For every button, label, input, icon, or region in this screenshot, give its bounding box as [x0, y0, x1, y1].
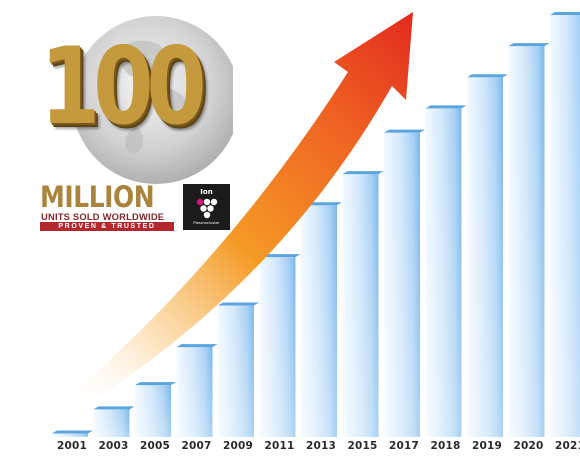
x-tick-label: 2003 — [98, 440, 129, 452]
x-tick-label: 2020 — [513, 440, 544, 452]
bar-2013 — [301, 202, 342, 437]
bar-2019 — [467, 74, 508, 437]
x-tick-label: 2019 — [471, 440, 503, 452]
bar-2003 — [93, 406, 135, 437]
growth-arrow-group — [62, 12, 413, 412]
bar-2015 — [342, 171, 384, 438]
bar-2009 — [218, 302, 259, 437]
bar-2001 — [52, 430, 93, 437]
bar-top — [550, 12, 580, 15]
bars-group — [52, 12, 580, 438]
bar-top — [135, 382, 176, 386]
bar-shade — [52, 433, 88, 437]
bar-shade — [550, 15, 580, 437]
bar-2021 — [550, 12, 580, 437]
bar-shade — [425, 108, 462, 438]
x-tick-label: 2007 — [181, 440, 212, 452]
bar-top — [93, 406, 135, 410]
bar-top — [425, 105, 467, 109]
x-tick-label: 2013 — [305, 440, 337, 452]
badge-units-line: UNITS SOLD WORLDWIDE — [41, 211, 165, 222]
bar-2017 — [384, 129, 425, 437]
bar-2005 — [135, 382, 176, 437]
bar-top — [176, 344, 218, 348]
grape-cluster-icon — [196, 198, 218, 219]
bar-shade — [467, 77, 503, 437]
bar-top — [508, 43, 550, 47]
globe-icon — [72, 16, 233, 184]
bar-shade — [218, 305, 254, 437]
x-tick-label: 2011 — [264, 440, 295, 452]
bar-shade — [508, 46, 545, 437]
plasmacluster-logo: Ion Plasmacluster — [183, 184, 230, 230]
x-tick-label: 2017 — [388, 440, 420, 452]
bar-shade — [135, 385, 171, 437]
logo-word: Ion — [200, 188, 213, 196]
badge-number: 100 — [40, 25, 207, 148]
bar-top — [342, 171, 384, 175]
x-tick-label: 2001 — [56, 440, 88, 452]
logo-footer: Plasmacluster — [193, 220, 220, 225]
bar-top — [259, 254, 301, 258]
badge-ribbon: PROVEN & TRUSTED — [40, 222, 174, 231]
bar-top — [384, 129, 425, 133]
bar-2020 — [508, 43, 550, 437]
bar-shade — [384, 132, 420, 437]
badge-million: MILLION — [40, 180, 155, 214]
bar-2007 — [176, 344, 218, 437]
x-tick-label: 2009 — [222, 440, 254, 452]
bar-shade — [93, 409, 130, 437]
bar-shade — [342, 174, 379, 438]
bar-shade — [301, 205, 337, 437]
bar-2018 — [425, 105, 467, 438]
x-tick-label: 2018 — [430, 440, 461, 452]
sales-badge: 100 MILLION UNITS SOLD WORLDWIDE PROVEN … — [18, 8, 233, 243]
bar-shade — [259, 257, 296, 437]
bar-top — [52, 430, 93, 434]
x-tick-label: 2015 — [347, 440, 378, 452]
bar-2011 — [259, 254, 301, 437]
x-tick-label: 2005 — [139, 440, 171, 452]
growth-arrow — [62, 12, 413, 412]
bar-top — [467, 74, 508, 78]
bar-top — [218, 302, 259, 306]
bar-shade — [176, 347, 213, 437]
